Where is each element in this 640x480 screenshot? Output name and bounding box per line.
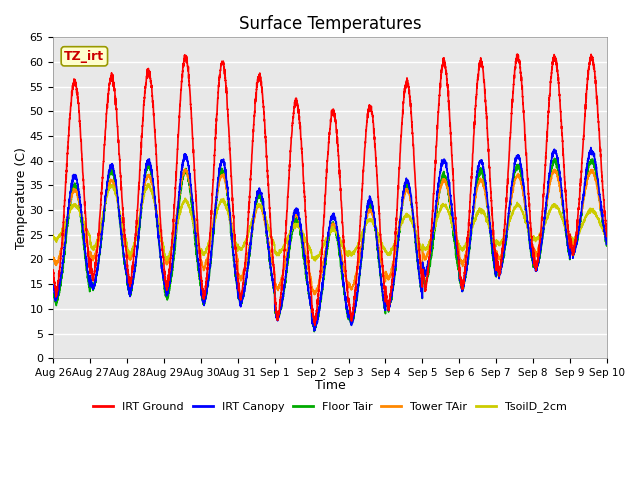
Title: Surface Temperatures: Surface Temperatures: [239, 15, 421, 33]
X-axis label: Time: Time: [315, 379, 346, 392]
Y-axis label: Temperature (C): Temperature (C): [15, 147, 28, 249]
Legend: IRT Ground, IRT Canopy, Floor Tair, Tower TAir, TsoilD_2cm: IRT Ground, IRT Canopy, Floor Tair, Towe…: [89, 397, 572, 417]
Text: TZ_irt: TZ_irt: [64, 50, 104, 63]
